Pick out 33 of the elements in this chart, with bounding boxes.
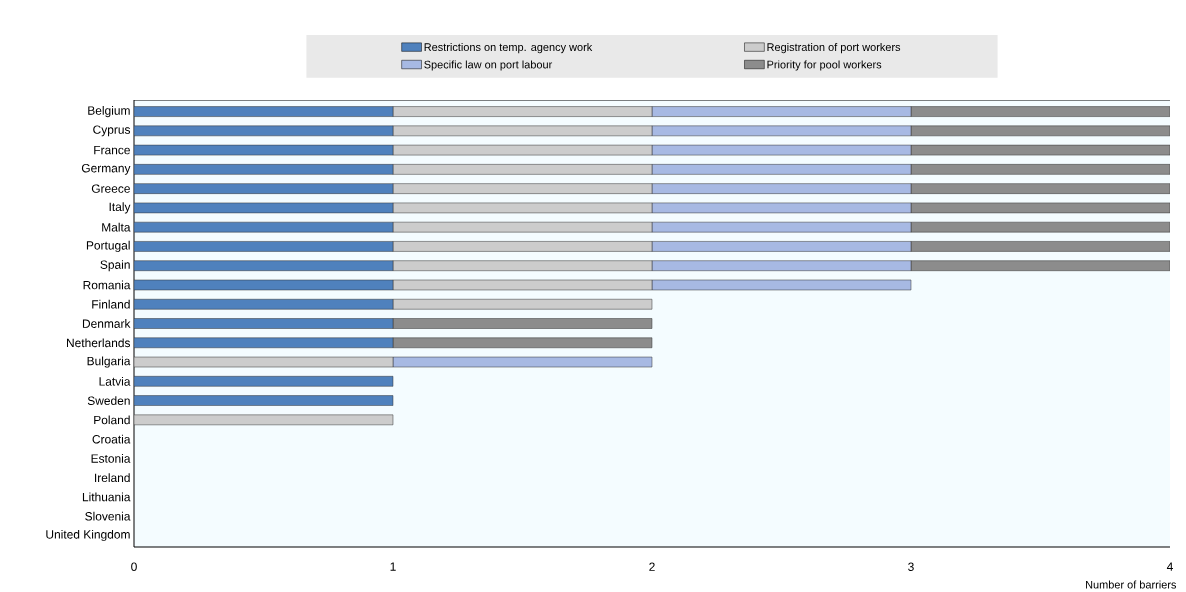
x-tick-label: 4 (1166, 562, 1173, 571)
y-tick-label: Greece (91, 184, 130, 193)
legend-label: Registration of port workers (767, 42, 901, 54)
x-tick-label: 2 (649, 562, 655, 571)
legend-label: Specific law on port labour (424, 60, 553, 71)
y-tick-label: Netherlands (67, 338, 131, 348)
y-tick-label: Cyprus (93, 125, 131, 137)
legend-label: Restrictions on temp. agency work (424, 42, 593, 54)
y-tick-label: Poland (94, 415, 130, 425)
y-tick-label: Croatia (92, 434, 131, 444)
legend-label: Priority for pool workers (767, 60, 882, 71)
y-tick-label: Latvia (99, 376, 131, 386)
y-tick-label: Estonia (91, 453, 131, 463)
x-axis-title: Number of barriers (1086, 580, 1177, 589)
x-tick-label: 1 (390, 562, 396, 571)
y-tick-label: Slovenia (85, 511, 131, 521)
x-tick-label: 3 (908, 562, 914, 571)
y-tick-label: Ireland (95, 473, 130, 483)
y-tick-label: Finland (92, 299, 130, 309)
y-tick-label: Malta (102, 222, 131, 232)
y-tick-label: Germany (81, 163, 131, 175)
y-tick-label: Lithuania (82, 492, 131, 502)
y-tick-label: Italy (109, 202, 131, 214)
y-tick-label: Sweden (87, 396, 130, 405)
y-tick-label: Portugal (86, 240, 130, 253)
y-tick-label: Romania (83, 280, 131, 290)
y-tick-label: Bulgaria (87, 356, 131, 368)
x-tick-label: 0 (131, 562, 137, 571)
y-tick-label: Denmark (82, 319, 131, 328)
y-tick-label: Spain (100, 260, 130, 272)
y-tick-label: Belgium (88, 106, 130, 118)
y-tick-label: United Kingdom (46, 529, 130, 542)
y-tick-label: France (94, 145, 130, 155)
